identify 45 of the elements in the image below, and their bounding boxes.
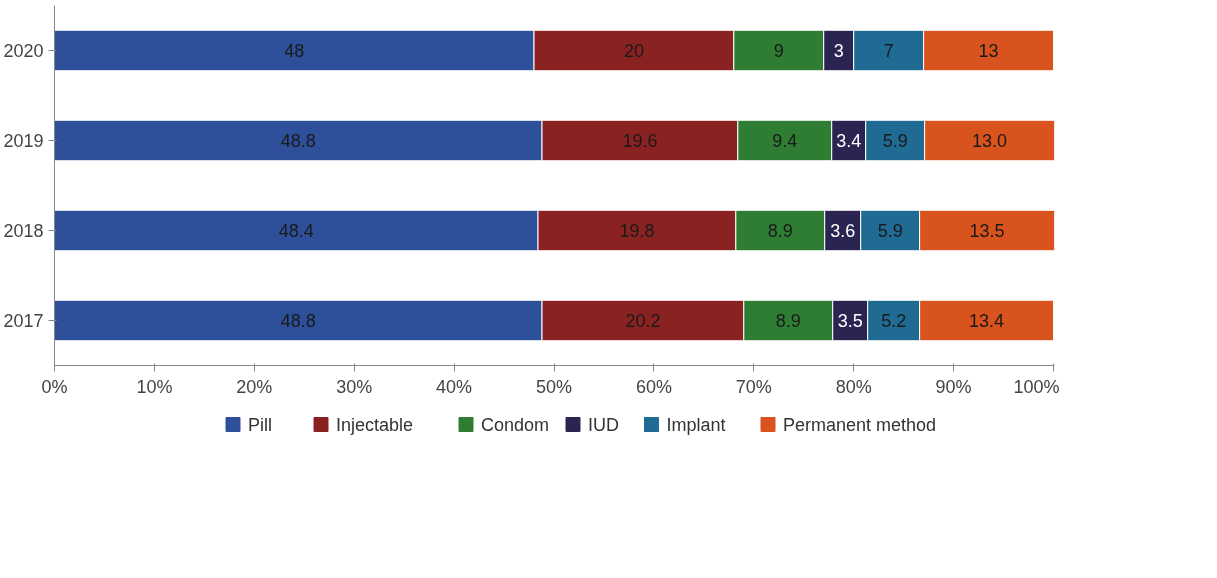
data-label: 5.2	[881, 311, 907, 331]
x-tick-label: 100%	[1013, 376, 1060, 397]
data-label: 7	[883, 41, 894, 61]
data-label: 3.6	[830, 221, 856, 241]
y-tick-label: 2018	[3, 221, 44, 241]
y-tick-label: 2017	[3, 311, 44, 331]
data-label: 13.4	[969, 311, 1005, 331]
data-label: 13.5	[969, 221, 1005, 241]
x-tick-label: 10%	[136, 376, 173, 397]
x-tick-label: 40%	[436, 376, 473, 397]
data-label: 48.8	[280, 311, 316, 331]
x-tick-label: 90%	[935, 376, 972, 397]
data-label: 3	[833, 41, 844, 61]
data-label: 5.9	[877, 221, 903, 241]
y-tick-label: 2019	[3, 131, 44, 151]
legend-label: Condom	[481, 414, 550, 435]
x-tick-label: 80%	[835, 376, 872, 397]
data-label: 13.0	[972, 131, 1008, 151]
x-tick-label: 30%	[336, 376, 373, 397]
data-label: 9.4	[772, 131, 798, 151]
legend-label: Permanent method	[783, 414, 937, 435]
data-label: 48.8	[280, 131, 316, 151]
data-label: 19.6	[622, 131, 658, 151]
data-label: 13	[978, 41, 999, 61]
x-tick-label: 60%	[635, 376, 672, 397]
y-tick-label: 2020	[3, 41, 44, 61]
x-tick-label: 20%	[236, 376, 273, 397]
data-label: 48	[284, 41, 305, 61]
legend-label: IUD	[588, 414, 619, 435]
data-label: 3.5	[837, 311, 863, 331]
legend-label: Implant	[666, 414, 726, 435]
data-label: 9	[773, 41, 784, 61]
data-label: 3.4	[836, 131, 862, 151]
data-label: 48.4	[278, 221, 314, 241]
data-label: 5.9	[882, 131, 908, 151]
data-label: 19.8	[619, 221, 655, 241]
data-label: 8.9	[767, 221, 793, 241]
data-label: 20.2	[625, 311, 661, 331]
x-tick-label: 0%	[41, 376, 68, 397]
data-label: 20	[623, 41, 644, 61]
x-tick-label: 70%	[735, 376, 772, 397]
data-label: 8.9	[775, 311, 801, 331]
x-tick-label: 50%	[535, 376, 573, 397]
legend-label: Pill	[248, 414, 273, 435]
legend-label: Injectable	[336, 414, 414, 435]
